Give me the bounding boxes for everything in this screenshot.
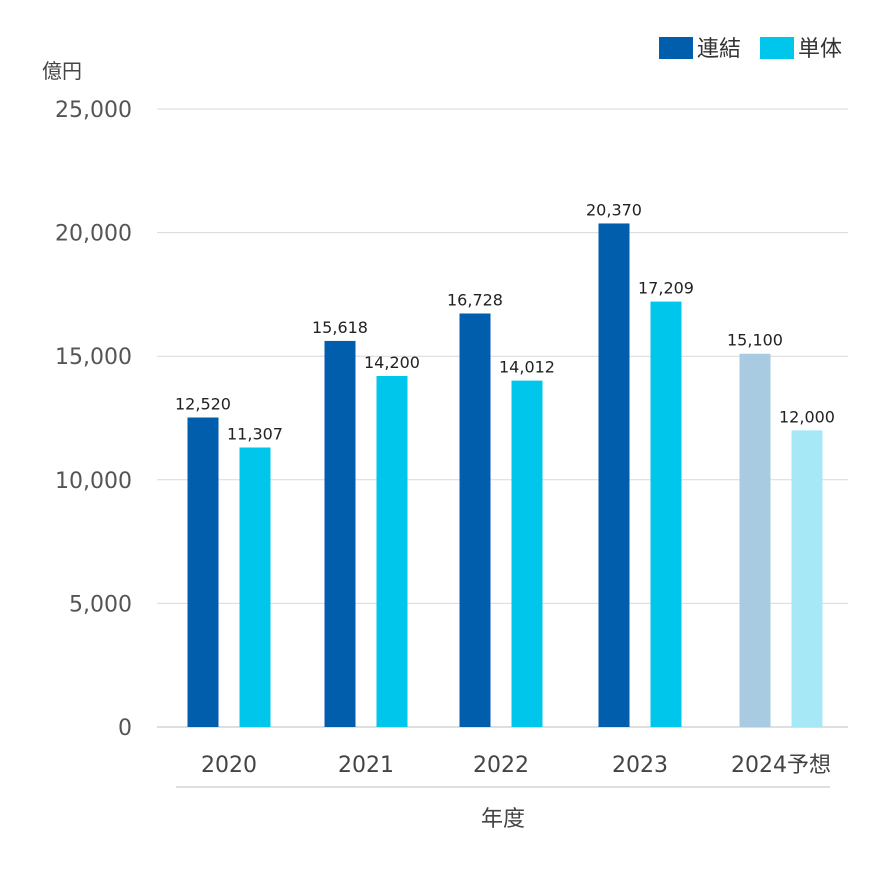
y-tick-label: 10,000 <box>55 469 132 494</box>
y-tick-label: 15,000 <box>55 345 132 370</box>
bar-value-label: 15,100 <box>727 331 783 350</box>
data-labels: 12,520 11,307 15,618 14,200 16,728 14,012 20,3… <box>175 200 835 443</box>
bar-standalone <box>239 447 271 727</box>
bar-consolidated <box>459 313 491 727</box>
legend-label-consolidated: 連結 <box>697 37 741 62</box>
bar-value-label: 16,728 <box>447 290 503 309</box>
y-tick-label: 20,000 <box>55 222 132 247</box>
bar-value-label: 20,370 <box>586 200 642 219</box>
bar-standalone <box>376 375 408 727</box>
legend-swatch-standalone <box>760 37 794 59</box>
x-axis-title: 年度 <box>481 807 525 832</box>
axes: 0 5,000 10,000 15,000 20,000 25,000 2020 2021 20… <box>55 98 831 788</box>
bar-value-label: 15,618 <box>312 318 368 337</box>
x-category-label: 2023 <box>612 753 668 778</box>
legend: 連結 単体 <box>659 37 842 62</box>
y-tick-label: 0 <box>118 716 132 741</box>
bar-value-label: 14,200 <box>364 353 420 372</box>
legend-label-standalone: 単体 <box>798 37 842 62</box>
bar-consolidated <box>739 353 771 727</box>
bar-value-label: 17,209 <box>638 279 694 298</box>
bar-standalone <box>791 430 823 727</box>
bar-standalone <box>511 380 543 727</box>
legend-swatch-consolidated <box>659 37 693 59</box>
bar-value-label: 12,520 <box>175 395 231 414</box>
x-category-label: 2020 <box>201 753 257 778</box>
bar-value-label: 12,000 <box>779 407 835 426</box>
gridlines <box>157 108 848 728</box>
bar-consolidated <box>324 340 356 727</box>
y-tick-label: 25,000 <box>55 98 132 123</box>
y-tick-label: 5,000 <box>69 592 132 617</box>
bars <box>187 223 823 727</box>
bar-consolidated <box>598 223 630 727</box>
x-category-label: 2022 <box>473 753 529 778</box>
bar-standalone <box>650 301 682 727</box>
x-category-label: 2021 <box>338 753 394 778</box>
x-category-label: 2024予想 <box>731 753 831 778</box>
bar-value-label: 11,307 <box>227 424 283 443</box>
y-axis-unit-label: 億円 <box>42 59 82 83</box>
bar-value-label: 14,012 <box>499 358 555 377</box>
bar-consolidated <box>187 417 219 727</box>
